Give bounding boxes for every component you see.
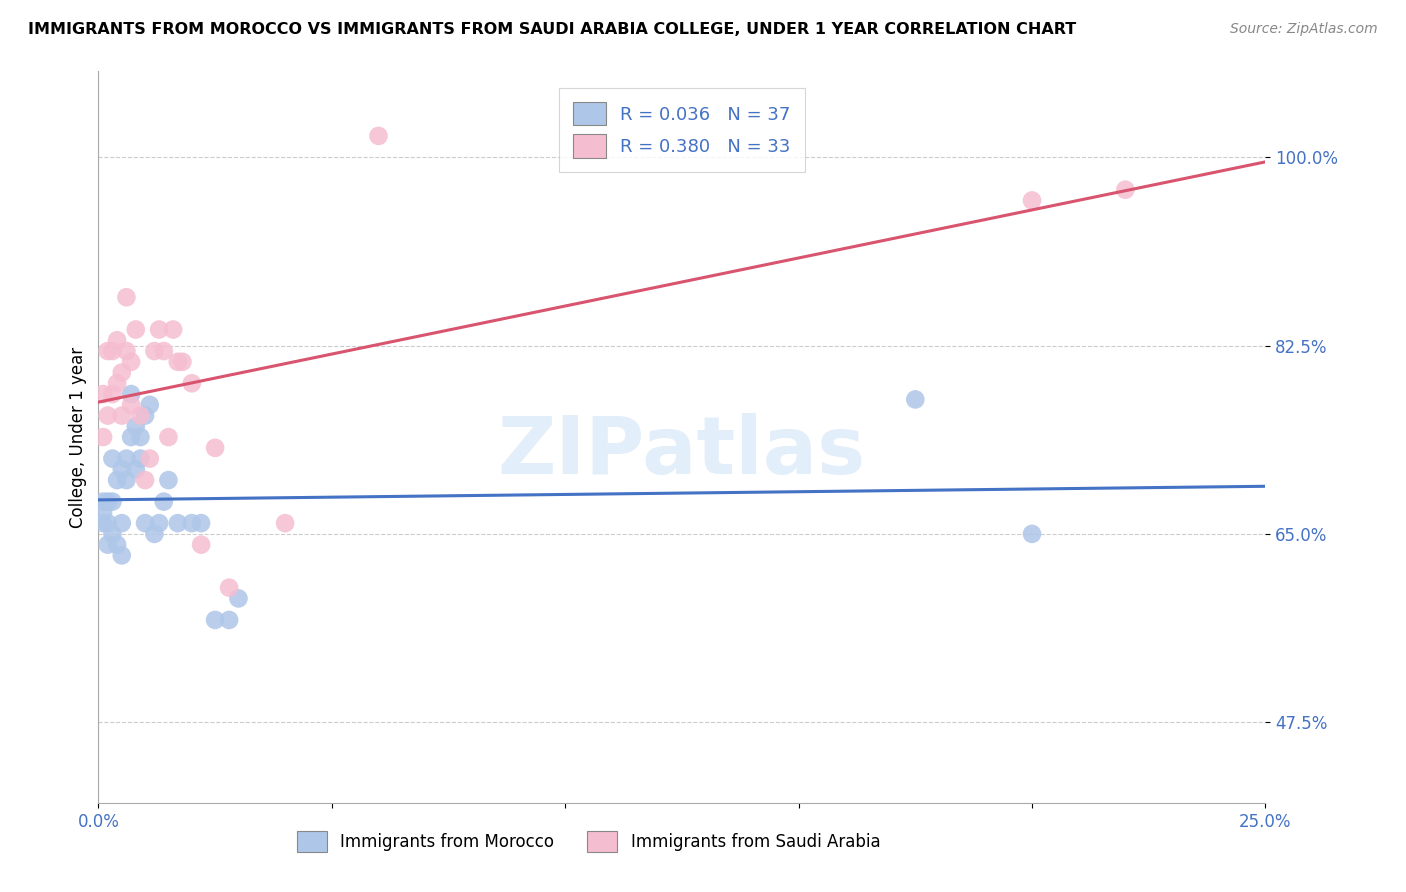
Point xyxy=(115,451,138,466)
Text: Source: ZipAtlas.com: Source: ZipAtlas.com xyxy=(1230,22,1378,37)
Point xyxy=(120,430,142,444)
Point xyxy=(101,387,124,401)
Point xyxy=(120,355,142,369)
Point xyxy=(367,128,389,143)
Point xyxy=(125,462,148,476)
Point xyxy=(105,333,128,347)
Point xyxy=(101,494,124,508)
Point xyxy=(115,290,138,304)
Point xyxy=(111,516,134,530)
Point xyxy=(91,430,114,444)
Point xyxy=(101,451,124,466)
Point xyxy=(125,322,148,336)
Point xyxy=(97,494,120,508)
Point xyxy=(134,516,156,530)
Point xyxy=(101,344,124,359)
Point xyxy=(129,430,152,444)
Point xyxy=(120,398,142,412)
Point xyxy=(218,581,240,595)
Point xyxy=(204,441,226,455)
Point xyxy=(1021,194,1043,208)
Point xyxy=(1114,183,1136,197)
Point xyxy=(97,538,120,552)
Point xyxy=(148,516,170,530)
Point xyxy=(111,409,134,423)
Point xyxy=(101,527,124,541)
Point xyxy=(111,462,134,476)
Point xyxy=(190,538,212,552)
Point xyxy=(115,344,138,359)
Point xyxy=(157,473,180,487)
Point xyxy=(162,322,184,336)
Point xyxy=(105,473,128,487)
Point xyxy=(115,473,138,487)
Point xyxy=(143,344,166,359)
Point xyxy=(91,505,114,519)
Point xyxy=(105,376,128,391)
Point xyxy=(134,473,156,487)
Text: ZIPatlas: ZIPatlas xyxy=(498,413,866,491)
Point xyxy=(91,516,114,530)
Point xyxy=(172,355,194,369)
Point xyxy=(204,613,226,627)
Point xyxy=(129,451,152,466)
Point xyxy=(125,419,148,434)
Point xyxy=(139,451,162,466)
Point xyxy=(166,516,188,530)
Point xyxy=(143,527,166,541)
Point xyxy=(148,322,170,336)
Point xyxy=(97,516,120,530)
Legend: Immigrants from Morocco, Immigrants from Saudi Arabia: Immigrants from Morocco, Immigrants from… xyxy=(285,819,891,864)
Text: IMMIGRANTS FROM MOROCCO VS IMMIGRANTS FROM SAUDI ARABIA COLLEGE, UNDER 1 YEAR CO: IMMIGRANTS FROM MOROCCO VS IMMIGRANTS FR… xyxy=(28,22,1077,37)
Point xyxy=(139,398,162,412)
Point xyxy=(91,494,114,508)
Point xyxy=(180,516,202,530)
Point xyxy=(97,344,120,359)
Point xyxy=(129,409,152,423)
Point xyxy=(91,387,114,401)
Point xyxy=(157,430,180,444)
Point xyxy=(134,409,156,423)
Point xyxy=(180,376,202,391)
Point xyxy=(97,409,120,423)
Point xyxy=(274,516,297,530)
Point xyxy=(904,392,927,407)
Point xyxy=(111,549,134,563)
Point xyxy=(111,366,134,380)
Point xyxy=(152,494,174,508)
Point xyxy=(228,591,250,606)
Y-axis label: College, Under 1 year: College, Under 1 year xyxy=(69,346,87,528)
Point xyxy=(105,538,128,552)
Point xyxy=(120,387,142,401)
Point xyxy=(166,355,188,369)
Point xyxy=(152,344,174,359)
Point xyxy=(1021,527,1043,541)
Point xyxy=(218,613,240,627)
Point xyxy=(190,516,212,530)
